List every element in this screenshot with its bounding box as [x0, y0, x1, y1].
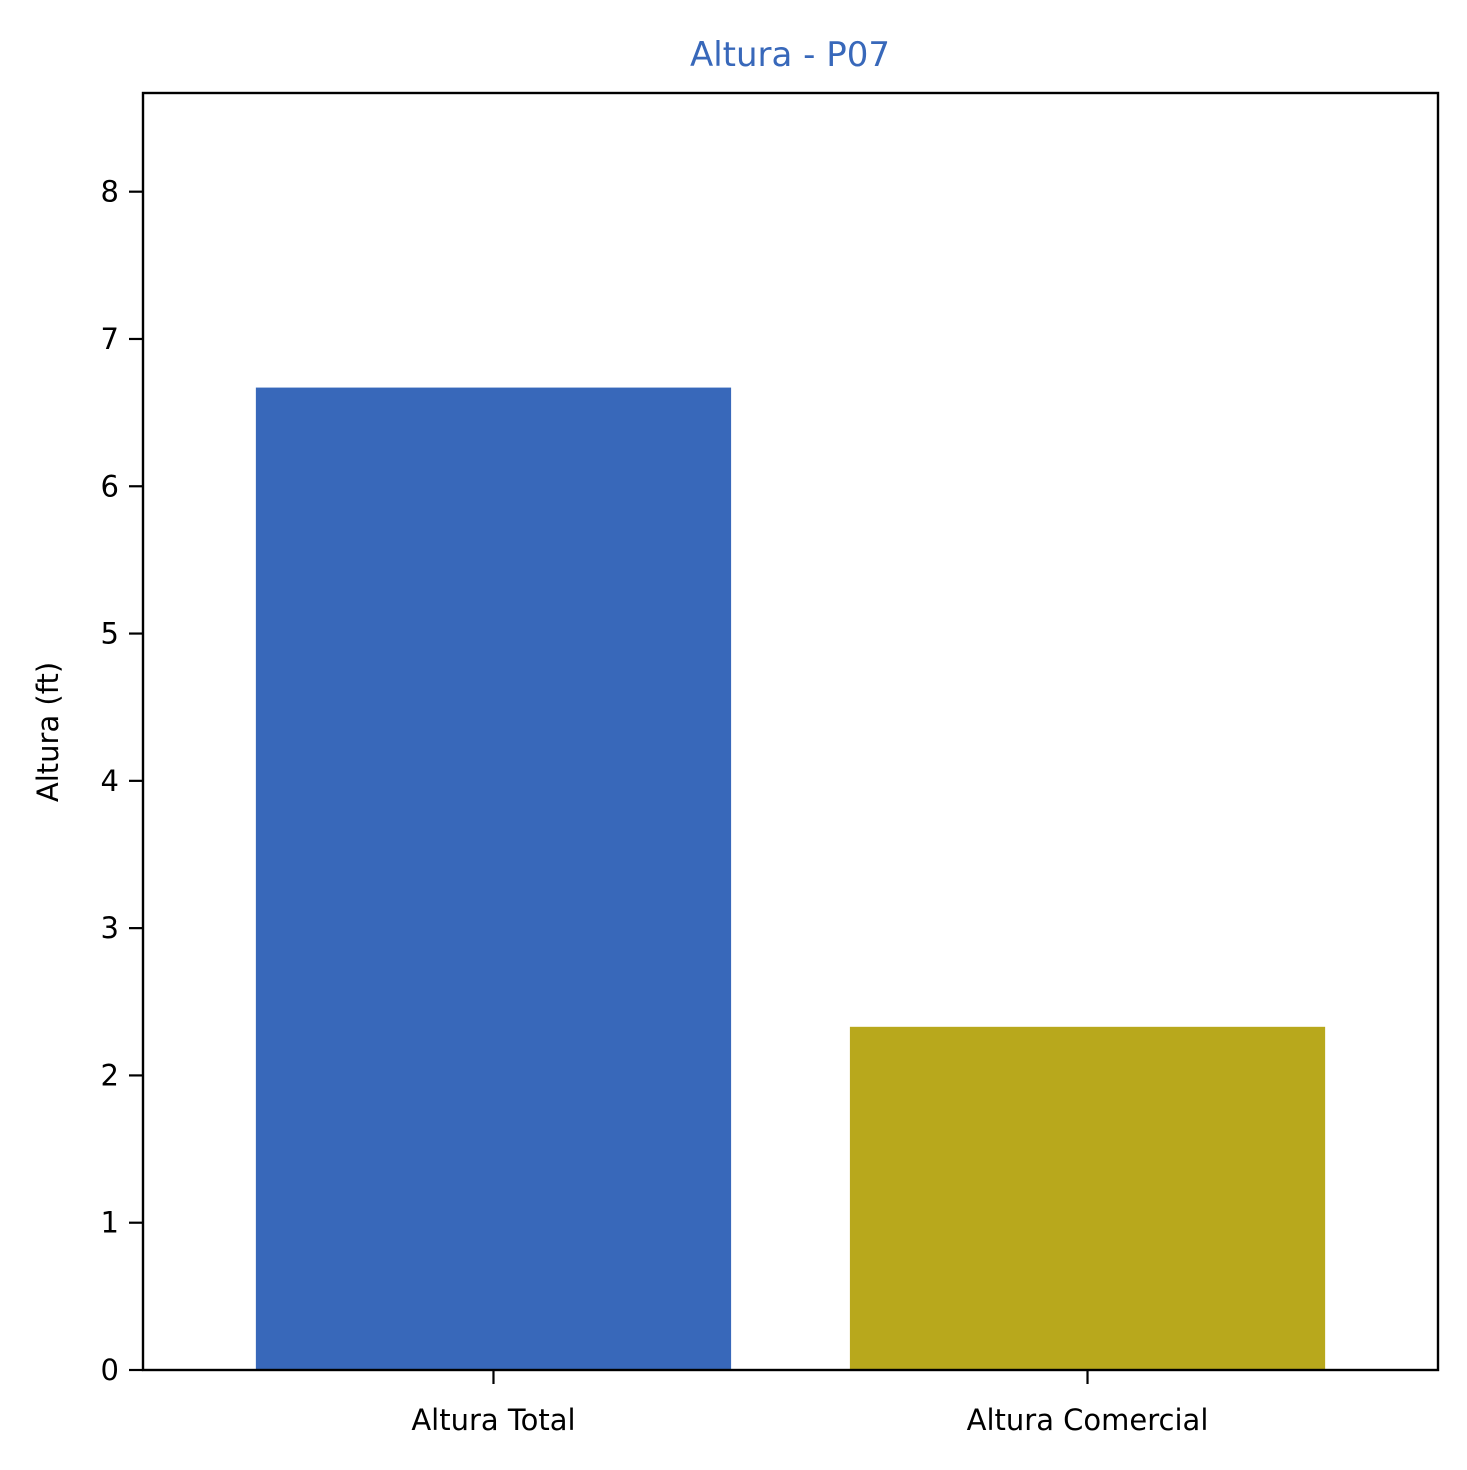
x-tick-label: Altura Comercial	[967, 1403, 1209, 1437]
y-tick-label: 8	[101, 175, 119, 209]
y-tick-label: 2	[101, 1058, 119, 1092]
bar-altura-total	[255, 387, 732, 1371]
y-axis-label: Altura (ft)	[31, 662, 65, 802]
bar-altura-comercial	[849, 1026, 1326, 1370]
y-tick-label: 5	[101, 617, 119, 651]
plot-frame	[141, 91, 1440, 1372]
y-tick-label: 0	[101, 1353, 119, 1387]
y-tick-label: 6	[101, 469, 119, 503]
bars-group	[255, 387, 1326, 1371]
y-tick-label: 4	[101, 764, 119, 798]
y-axis-ticks: 0 1 2 3 4 5 6 7 8	[101, 175, 143, 1387]
y-tick-label: 1	[101, 1206, 119, 1240]
y-tick-label: 3	[101, 911, 119, 945]
x-tick-label: Altura Total	[411, 1403, 575, 1437]
y-tick-label: 7	[101, 322, 119, 356]
chart-title: Altura - P07	[690, 35, 890, 75]
x-axis-ticks: Altura Total Altura Comercial	[411, 1370, 1208, 1437]
